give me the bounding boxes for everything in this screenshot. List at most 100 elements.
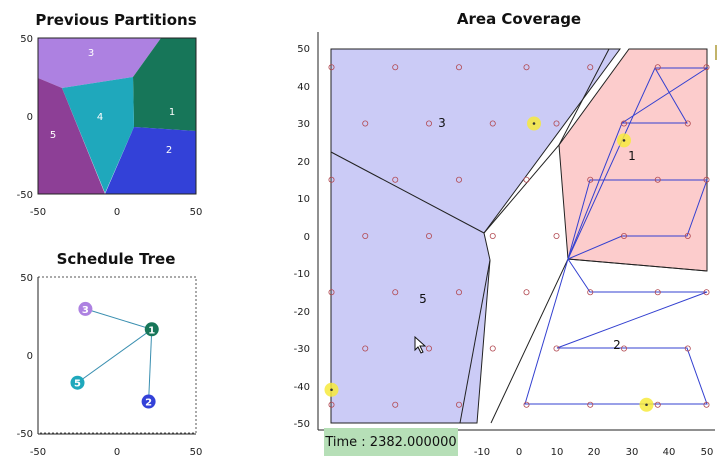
tree-node-circle (141, 394, 156, 409)
grid-point (455, 176, 462, 183)
coverage-xtick: 40 (663, 447, 676, 458)
grid-point (362, 345, 369, 352)
partitions-axes-frame (37, 37, 197, 195)
agent-center (645, 403, 648, 407)
coverage-ytick: 30 (297, 119, 310, 130)
coverage-plot: 3 1 5 2 50 40 30 20 10 0 -10 -20 -30 -40… (294, 32, 717, 458)
coverage-ytick: 20 (297, 157, 310, 168)
agent-markers (324, 116, 654, 412)
grid-point (654, 64, 661, 71)
coverage-boundary-left (330, 151, 485, 234)
agent-route-2 (524, 258, 708, 405)
partition-label-2: 2 (166, 145, 172, 156)
grid-point (362, 120, 369, 127)
tree-plot: 1 2 3 5 50 0 -50 -50 0 50 (17, 273, 203, 458)
coverage-ytick: -50 (294, 419, 310, 430)
coverage-ytick: -20 (294, 307, 310, 318)
tree-node-3: 3 (78, 301, 93, 316)
tree-y-ticks: 50 0 -50 (17, 273, 33, 440)
agent-center (330, 388, 333, 392)
agent-route-1 (567, 67, 709, 260)
grid-point (455, 64, 462, 71)
partition-region-5 (38, 78, 105, 194)
tree-node-circle (144, 322, 159, 337)
grid-point (523, 401, 530, 408)
grid-point (425, 345, 432, 352)
grid-point (328, 289, 335, 296)
tree-node-circle (78, 301, 93, 316)
grid-point (489, 345, 496, 352)
tree-node-5: 5 (70, 375, 85, 390)
grid-point (392, 176, 399, 183)
coverage-xtick: 0 (516, 447, 522, 458)
coverage-label-2: 2 (613, 338, 621, 352)
partition-region-2 (105, 127, 196, 194)
grid-point (684, 120, 691, 127)
tree-ytick: 0 (27, 351, 33, 362)
coverage-title: Area Coverage (457, 10, 581, 28)
tree-xtick: -50 (30, 447, 46, 458)
grid-point (621, 345, 628, 352)
tree-edge (85, 308, 152, 330)
coverage-ytick: -10 (294, 269, 310, 280)
grid-point (684, 232, 691, 239)
partitions-x-ticks: -50 0 50 (30, 207, 203, 218)
tree-node-1: 1 (144, 322, 159, 337)
grid-point (553, 345, 560, 352)
grid-point (703, 401, 710, 408)
coverage-ytick: 40 (297, 82, 310, 93)
grid-point (587, 176, 594, 183)
grid-point (523, 176, 530, 183)
tree-node-label: 3 (82, 305, 89, 316)
grid-point (553, 120, 560, 127)
grid-point (328, 64, 335, 71)
grid-point (392, 401, 399, 408)
tree-node-label: 2 (145, 398, 152, 409)
coverage-label-3: 3 (438, 116, 446, 130)
grid-point (489, 120, 496, 127)
grid-point (455, 289, 462, 296)
coverage-xtick: 30 (626, 447, 639, 458)
grid-point (654, 401, 661, 408)
coverage-label-1: 1 (628, 149, 636, 163)
partition-label-5: 5 (50, 130, 56, 141)
partitions-xtick: -50 (30, 207, 46, 218)
mouse-cursor-icon (414, 336, 427, 354)
partition-label-1: 1 (169, 107, 175, 118)
tree-edges (77, 308, 153, 402)
coverage-xtick: 20 (588, 447, 601, 458)
coverage-ytick: 0 (304, 232, 310, 243)
coverage-xtick: 50 (701, 447, 714, 458)
grid-point (703, 64, 710, 71)
grid-point (621, 120, 628, 127)
partitions-ytick: -50 (17, 190, 33, 201)
grid-point (362, 232, 369, 239)
grid-point (523, 64, 530, 71)
partitions-ytick: 0 (27, 112, 33, 123)
coverage-y-ticks: 50 40 30 20 10 0 -10 -20 -30 -40 -50 (294, 44, 310, 430)
coverage-ytick: -40 (294, 382, 310, 393)
coverage-ytick: -30 (294, 344, 310, 355)
coverage-ytick: 50 (297, 44, 310, 55)
time-readout: Time : 2382.000000 (324, 428, 458, 456)
coverage-boundary-mid (459, 259, 491, 424)
grid-point (553, 232, 560, 239)
partitions-xtick: 50 (190, 207, 203, 218)
grid-point (587, 64, 594, 71)
partition-label-3: 3 (88, 48, 94, 59)
coverage-xtick: 10 (551, 447, 564, 458)
tree-node-label: 5 (74, 379, 81, 390)
grid-point (621, 232, 628, 239)
coverage-x-ticks: -10 0 10 20 30 40 50 (474, 447, 714, 458)
grid-point (684, 345, 691, 352)
tree-node-2: 2 (141, 394, 156, 409)
partitions-title: Previous Partitions (35, 11, 196, 29)
grid-point (392, 64, 399, 71)
grid-point (703, 289, 710, 296)
grid-point (587, 289, 594, 296)
tree-nodes: 1 2 3 5 (70, 301, 159, 409)
partition-region-4 (62, 77, 134, 193)
grid-points (328, 64, 710, 408)
tree-axes-frame (37, 276, 197, 434)
partitions-plot: 3 1 4 2 5 50 0 -50 -50 0 50 (17, 34, 203, 218)
